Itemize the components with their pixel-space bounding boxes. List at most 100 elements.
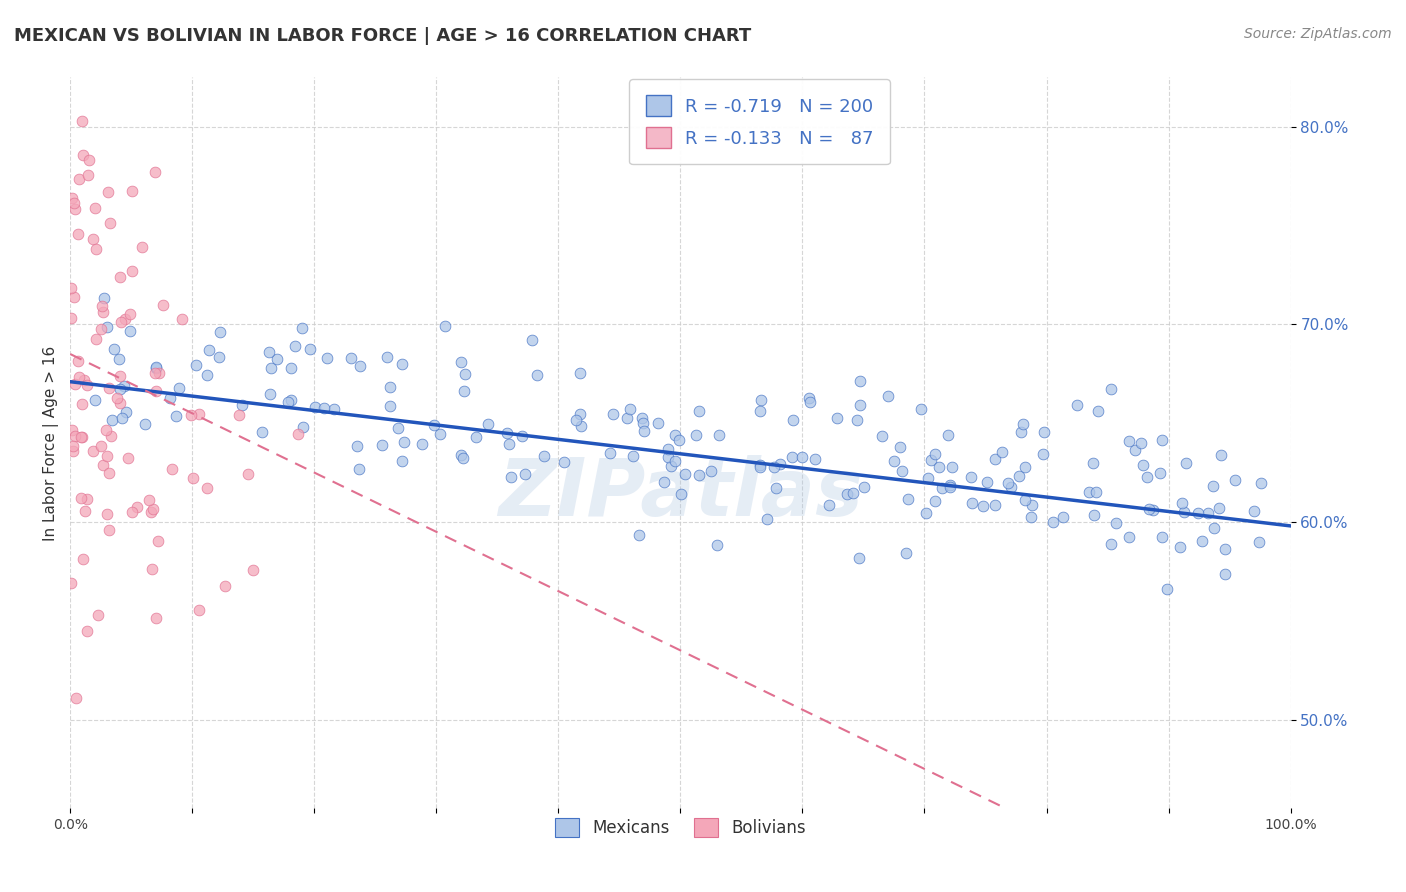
Point xyxy=(76,492,98,507)
Point xyxy=(1156,582,1178,596)
Point xyxy=(706,538,728,552)
Point xyxy=(889,440,911,454)
Point xyxy=(145,165,167,179)
Point xyxy=(167,381,190,395)
Point xyxy=(387,421,409,435)
Point xyxy=(1213,542,1236,557)
Point xyxy=(63,196,86,211)
Point xyxy=(70,430,93,444)
Point xyxy=(1223,473,1246,487)
Point xyxy=(1171,496,1194,510)
Point xyxy=(1175,456,1198,470)
Point xyxy=(259,386,281,401)
Point xyxy=(66,354,89,368)
Point xyxy=(70,397,93,411)
Point xyxy=(1021,510,1043,524)
Point xyxy=(93,305,115,319)
Point xyxy=(669,486,692,500)
Point xyxy=(370,438,392,452)
Point xyxy=(818,498,841,512)
Text: MEXICAN VS BOLIVIAN IN LABOR FORCE | AGE > 16 CORRELATION CHART: MEXICAN VS BOLIVIAN IN LABOR FORCE | AGE… xyxy=(14,27,751,45)
Point xyxy=(1087,403,1109,417)
Point xyxy=(876,389,898,403)
Point xyxy=(146,533,169,548)
Point xyxy=(62,443,84,458)
Point xyxy=(114,311,136,326)
Point xyxy=(1021,498,1043,512)
Point xyxy=(1137,502,1160,516)
Point xyxy=(1132,458,1154,473)
Point xyxy=(65,691,87,706)
Point xyxy=(1084,485,1107,500)
Point xyxy=(62,439,84,453)
Point xyxy=(90,322,112,336)
Point xyxy=(259,361,281,376)
Point xyxy=(101,413,124,427)
Point xyxy=(852,480,875,494)
Point xyxy=(181,471,204,485)
Point xyxy=(960,496,983,510)
Point xyxy=(477,417,499,432)
Point xyxy=(60,310,83,325)
Point xyxy=(842,486,865,500)
Point xyxy=(131,239,153,253)
Point xyxy=(112,378,135,392)
Point xyxy=(1125,442,1147,457)
Point xyxy=(96,508,118,522)
Point xyxy=(709,427,731,442)
Point xyxy=(659,459,682,474)
Point xyxy=(280,392,302,407)
Point xyxy=(238,467,260,481)
Point xyxy=(454,367,477,381)
Point xyxy=(1191,533,1213,548)
Point xyxy=(96,320,118,334)
Point xyxy=(749,392,772,407)
Point xyxy=(97,381,120,395)
Point xyxy=(148,366,170,380)
Point xyxy=(849,398,872,412)
Point xyxy=(1197,506,1219,520)
Point xyxy=(90,299,112,313)
Point xyxy=(184,358,207,372)
Point xyxy=(453,384,475,398)
Point xyxy=(1099,536,1122,550)
Point xyxy=(195,481,218,495)
Point xyxy=(465,430,488,444)
Point xyxy=(959,470,981,484)
Point xyxy=(522,333,544,347)
Point xyxy=(936,428,959,442)
Point xyxy=(60,281,83,295)
Point xyxy=(513,467,536,481)
Point xyxy=(664,428,686,442)
Point xyxy=(347,462,370,476)
Point xyxy=(1187,506,1209,520)
Point xyxy=(103,342,125,356)
Point xyxy=(627,528,650,542)
Point xyxy=(70,491,93,506)
Point xyxy=(498,437,520,451)
Point xyxy=(145,384,167,399)
Point xyxy=(1250,476,1272,491)
Point xyxy=(72,429,94,443)
Point xyxy=(569,419,592,434)
Point xyxy=(1000,480,1022,494)
Point xyxy=(565,413,588,427)
Point xyxy=(972,499,994,513)
Point xyxy=(1052,510,1074,524)
Point xyxy=(380,399,402,413)
Point xyxy=(134,417,156,431)
Point xyxy=(762,459,785,474)
Point xyxy=(997,475,1019,490)
Point xyxy=(1150,530,1173,544)
Point xyxy=(1209,448,1232,462)
Point xyxy=(782,450,804,464)
Point xyxy=(214,579,236,593)
Point xyxy=(142,501,165,516)
Point xyxy=(896,546,918,560)
Point xyxy=(63,202,86,217)
Point xyxy=(1101,382,1123,396)
Point xyxy=(72,552,94,566)
Point xyxy=(685,428,707,442)
Point xyxy=(287,426,309,441)
Point xyxy=(67,227,90,241)
